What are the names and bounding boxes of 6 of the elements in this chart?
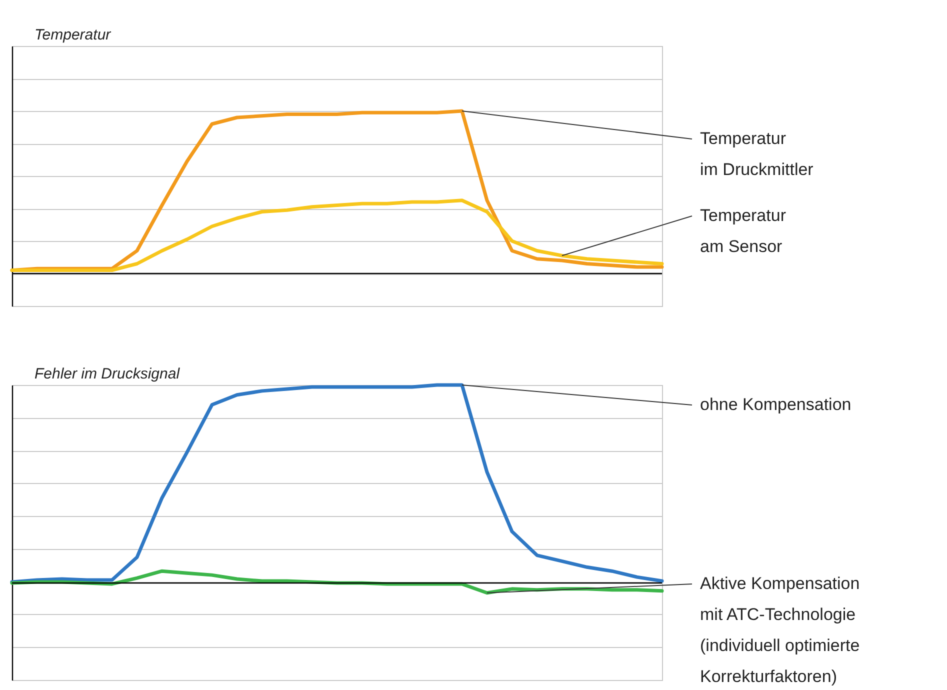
text: Temperatur am Sensor — [700, 206, 786, 256]
y-axis-title: Temperatur — [34, 26, 112, 44]
text: Temperatur im Druckmittler — [700, 129, 814, 179]
text: ohne Kompensation — [700, 395, 852, 414]
y-axis-title: Fehler im Drucksignal — [34, 366, 180, 382]
text: Aktive Kompensation mit ATC-Technologie (individuell optimierte Korrekturfaktoren) — [700, 574, 860, 686]
